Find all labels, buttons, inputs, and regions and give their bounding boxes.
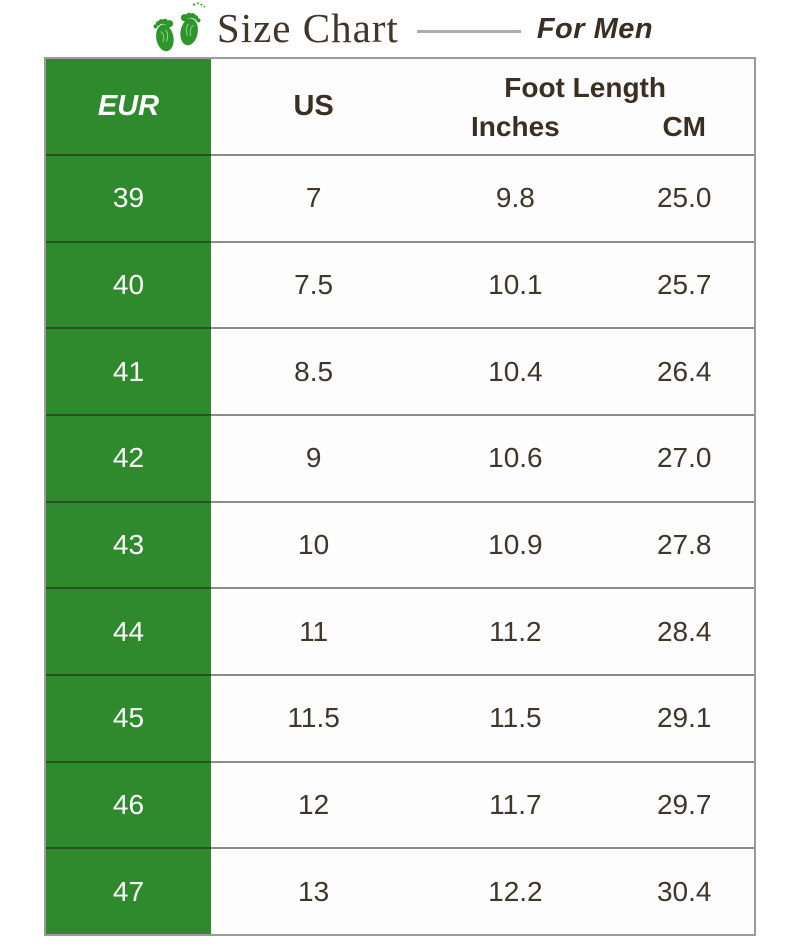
page-title: Size Chart — [216, 5, 399, 51]
cell-us: 11 — [210, 587, 417, 674]
footprints-icon — [147, 1, 209, 53]
title-bar: Size Chart For Men — [0, 0, 800, 57]
header-eur: EUR — [46, 59, 211, 154]
table-row: 47 13 12.2 30.4 — [46, 847, 754, 935]
cell-cm: 25.7 — [614, 240, 754, 328]
header-foot-length-group: Foot Length Inches CM — [416, 59, 754, 154]
cell-eur: 44 — [46, 587, 211, 675]
cell-us: 9 — [210, 414, 417, 501]
cell-eur: 40 — [46, 240, 211, 328]
cell-eur: 41 — [46, 327, 211, 415]
cell-us: 13 — [210, 847, 417, 934]
cell-eur: 46 — [46, 760, 211, 848]
cell-inches: 11.2 — [416, 587, 615, 674]
table-row: 43 10 10.9 27.8 — [46, 500, 754, 588]
cell-cm: 25.0 — [614, 154, 754, 241]
header-us: US — [293, 90, 334, 122]
cell-cm: 30.4 — [614, 847, 754, 934]
cell-eur: 43 — [46, 500, 211, 588]
cell-us: 7 — [210, 154, 417, 241]
cell-cm: 27.8 — [614, 500, 754, 588]
cell-cm: 27.0 — [614, 414, 754, 501]
cell-eur: 39 — [46, 154, 211, 241]
table-row: 40 7.5 10.1 25.7 — [46, 240, 754, 328]
cell-inches: 12.2 — [416, 847, 615, 934]
header-subcolumns: Inches CM — [416, 111, 754, 143]
cell-cm: 28.4 — [614, 587, 754, 674]
cell-inches: 9.8 — [416, 154, 615, 241]
cell-cm: 29.1 — [614, 674, 754, 761]
cell-eur: 47 — [46, 847, 211, 935]
cell-us: 11.5 — [210, 674, 417, 761]
cell-inches: 11.5 — [416, 674, 615, 761]
cell-inches: 10.4 — [416, 327, 615, 414]
table-body: 39 7 9.8 25.0 40 7.5 10.1 25.7 41 8.5 10… — [46, 154, 754, 935]
cell-us: 8.5 — [210, 327, 417, 414]
subtitle-for-men: For Men — [536, 13, 654, 45]
cell-inches: 10.9 — [416, 500, 615, 588]
table-row: 39 7 9.8 25.0 — [46, 154, 754, 241]
table-row: 44 11 11.2 28.4 — [46, 587, 754, 675]
cell-inches: 10.6 — [416, 414, 615, 501]
cell-cm: 26.4 — [614, 327, 754, 414]
table-row: 45 11.5 11.5 29.1 — [46, 674, 754, 761]
cell-inches: 10.1 — [416, 240, 615, 328]
cell-eur: 45 — [46, 674, 211, 761]
size-chart-table: EUR US Foot Length Inches CM 39 7 9.8 25… — [44, 57, 756, 936]
cell-us: 12 — [210, 760, 417, 848]
cell-us: 10 — [210, 500, 417, 588]
header-inches: Inches — [471, 111, 560, 142]
header-cm: CM — [662, 111, 706, 142]
table-row: 42 9 10.6 27.0 — [46, 414, 754, 501]
header-foot-length: Foot Length — [504, 72, 666, 103]
cell-us: 7.5 — [210, 240, 417, 328]
table-row: 41 8.5 10.4 26.4 — [46, 327, 754, 415]
table-header-row: EUR US Foot Length Inches CM — [46, 59, 754, 154]
cell-eur: 42 — [46, 414, 211, 501]
cell-cm: 29.7 — [614, 760, 754, 848]
cell-inches: 11.7 — [416, 760, 615, 848]
table-row: 46 12 11.7 29.7 — [46, 760, 754, 848]
title-divider-line — [416, 30, 521, 33]
